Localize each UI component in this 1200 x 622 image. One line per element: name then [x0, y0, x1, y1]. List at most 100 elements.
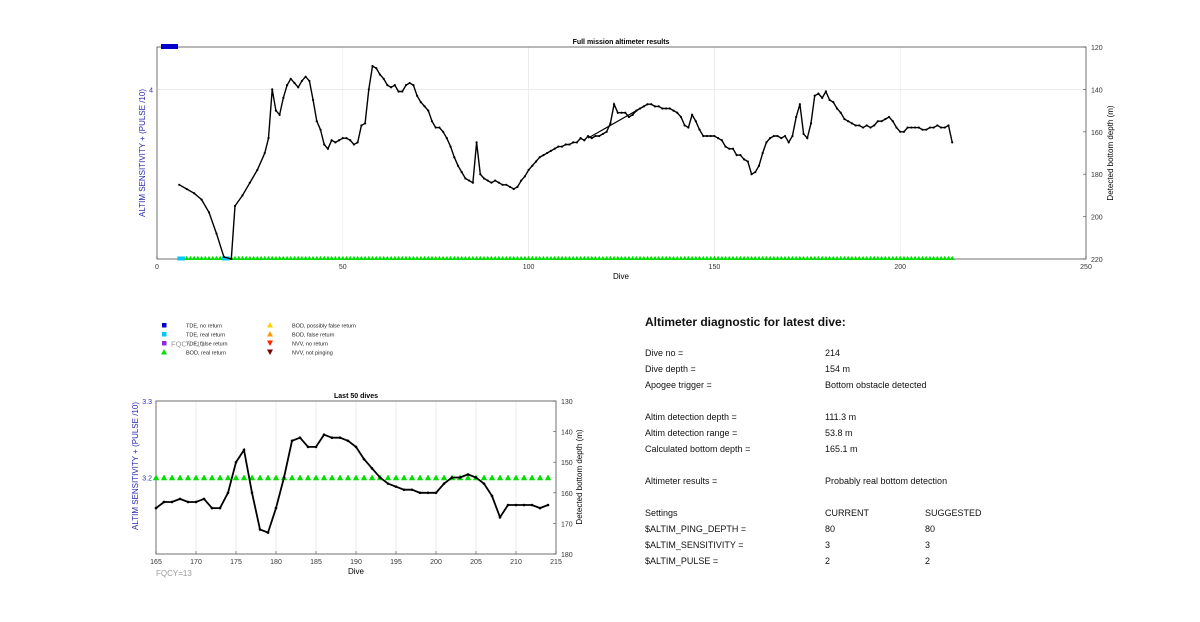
bod-real-return-marker [526, 255, 531, 261]
bod-real-return-marker [585, 255, 591, 261]
bottom-depth-point [394, 485, 398, 488]
right-y-tick-label: 170 [561, 521, 573, 528]
bod-real-return-marker [875, 255, 881, 261]
bod-real-return-marker [905, 255, 911, 261]
bottom-depth-point [705, 134, 709, 138]
bod-real-return-marker [408, 474, 416, 481]
bottom-chart-left-y-label: ALTIM SENSITIVITY + (PULSE /10) [131, 402, 140, 530]
bod-real-return-marker [626, 255, 632, 261]
bod-real-return-marker [890, 255, 896, 261]
bottom-depth-point [795, 115, 798, 119]
bod-real-return-marker [288, 255, 294, 261]
bod-real-return-marker [400, 474, 408, 481]
bottom-depth-point [530, 503, 534, 507]
bottom-depth-point [802, 132, 805, 136]
tde-real-return-marker [177, 256, 182, 261]
bod-real-return-marker [752, 255, 758, 261]
bod-real-return-marker [738, 255, 743, 261]
bod-real-return-marker [671, 255, 676, 261]
bottom-depth-point [743, 158, 746, 161]
bod-real-return-marker [208, 474, 216, 481]
x-tick-label: 195 [390, 559, 402, 566]
bottom-depth-point [928, 126, 932, 129]
bottom-depth-point [557, 145, 560, 148]
legend-marker [267, 322, 273, 328]
bottom-depth-point [430, 120, 434, 123]
bottom-depth-point [234, 460, 238, 464]
bottom-chart-left-y-ticks: 3.2 3.3 [142, 399, 152, 483]
bod-real-return-marker [927, 255, 933, 261]
bod-real-return-marker [775, 255, 780, 261]
bod-real-return-marker [360, 474, 368, 481]
bod-real-return-marker [849, 255, 855, 261]
bod-real-return-marker [771, 255, 777, 261]
bod-real-return-marker [860, 255, 866, 261]
bod-real-return-marker [251, 255, 257, 261]
bottom-chart-footnote: FQCY=13 [156, 569, 192, 578]
bod-real-return-marker [504, 474, 512, 481]
bod-real-return-marker [489, 255, 494, 261]
diagnostic-label: Altim detection depth = [645, 412, 737, 422]
bottom-depth-point [806, 137, 809, 140]
bottom-depth-point [460, 170, 463, 174]
diagnostic-panel: Altimeter diagnostic for latest dive: Di… [645, 310, 1185, 580]
bottom-depth-point [884, 117, 887, 121]
bod-real-return-marker [845, 255, 851, 261]
bod-real-return-marker [336, 474, 344, 481]
legend-marker [267, 331, 273, 337]
bottom-depth-point [534, 160, 538, 163]
bod-real-return-marker [273, 255, 279, 261]
bottom-depth-point [687, 126, 690, 129]
bottom-depth-point [498, 515, 502, 519]
legend: TDE, no return TDE, real return TDE, false… [161, 322, 356, 357]
bod-real-return-marker [355, 255, 361, 261]
bod-real-return-marker [656, 255, 662, 261]
bottom-depth-line [178, 64, 953, 260]
x-tick-label: 150 [709, 264, 721, 271]
bod-real-return-marker [708, 255, 714, 261]
settings-suggested: 80 [925, 524, 936, 534]
bod-real-return-marker [949, 255, 955, 261]
bod-real-return-marker [496, 255, 502, 261]
bod-real-return-marker [615, 255, 621, 261]
bottom-depth-point [586, 134, 590, 138]
bod-real-return-marker [152, 474, 160, 481]
bottom-depth-point [482, 177, 486, 180]
bottom-depth-point [575, 141, 579, 144]
bottom-depth-point [345, 137, 348, 140]
bottom-depth-point [362, 457, 366, 461]
bottom-depth-point [449, 145, 452, 148]
bod-real-return-marker [901, 255, 907, 261]
bottom-depth-point [242, 448, 246, 452]
bod-real-return-marker [352, 474, 360, 481]
bod-real-return-marker [537, 255, 543, 261]
bod-real-return-marker [745, 255, 751, 261]
bod-real-return-marker [451, 255, 457, 261]
bod-real-return-marker [318, 255, 323, 261]
bod-real-return-marker [908, 255, 914, 261]
bottom-depth-point [522, 503, 526, 507]
right-y-tick-label: 220 [1091, 257, 1103, 264]
bod-real-return-marker [429, 255, 435, 261]
bod-real-return-marker [381, 255, 387, 261]
bottom-depth-point [256, 168, 259, 172]
bottom-depth-point [218, 506, 222, 510]
bottom-depth-point [899, 130, 902, 133]
bottom-depth-point [683, 124, 686, 127]
legend-label: NVV, no return [292, 342, 328, 348]
bottom-depth-point [418, 491, 422, 495]
bottom-depth-point [479, 173, 482, 176]
diagnostic-label: Altimeter results = [645, 476, 718, 486]
bottom-depth-point [932, 126, 935, 129]
bod-real-return-marker [416, 474, 424, 481]
bottom-depth-point [315, 120, 318, 123]
bottom-depth-point [757, 164, 761, 167]
top-chart-x-label: Dive [613, 272, 630, 281]
bod-real-return-marker [184, 255, 190, 261]
bottom-depth-point [285, 84, 289, 87]
tde-real-return-marker [221, 256, 226, 261]
bottom-depth-point [490, 494, 494, 498]
bod-real-return-marker [619, 255, 624, 261]
diagnostic-label: Dive no = [645, 348, 684, 358]
legend-marker [162, 332, 167, 337]
